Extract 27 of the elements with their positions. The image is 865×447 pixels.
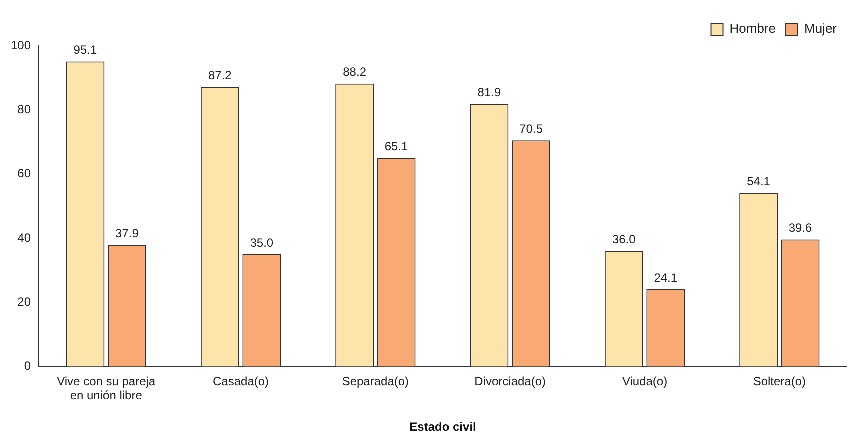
- x-axis-title: Estado civil: [410, 420, 476, 434]
- data-label: 24.1: [654, 270, 678, 285]
- legend-label: Hombre: [730, 21, 776, 36]
- data-label: 95.1: [74, 43, 98, 58]
- x-tick-label: Soltera(o): [753, 374, 806, 388]
- data-label: 81.9: [478, 85, 502, 100]
- y-tick-label: 0: [24, 359, 32, 374]
- x-tick-label: Casada(o): [213, 374, 270, 388]
- y-tick-label: 100: [10, 38, 32, 52]
- y-tick-label: 80: [18, 102, 32, 116]
- x-tick-label: Viuda(o): [622, 374, 668, 388]
- x-tick-label: Divorciada(o): [474, 374, 546, 388]
- data-label: 88.2: [343, 65, 367, 80]
- data-label: 37.9: [116, 226, 140, 241]
- data-label: 35.0: [250, 236, 274, 250]
- data-label: 39.6: [788, 221, 813, 236]
- legend-label: Mujer: [804, 21, 838, 36]
- data-label: 87.2: [208, 68, 232, 82]
- data-label: 54.1: [747, 174, 771, 189]
- y-tick-label: 20: [18, 294, 32, 309]
- data-label: 36.0: [612, 232, 636, 247]
- y-tick-label: 60: [18, 166, 32, 181]
- data-label: 65.1: [384, 139, 409, 154]
- x-tick-label: Separada(o): [342, 374, 410, 388]
- data-label: 70.5: [520, 122, 544, 136]
- y-tick-label: 40: [18, 230, 32, 245]
- x-tick-label: Vive con su pareja en unión libre: [57, 374, 156, 403]
